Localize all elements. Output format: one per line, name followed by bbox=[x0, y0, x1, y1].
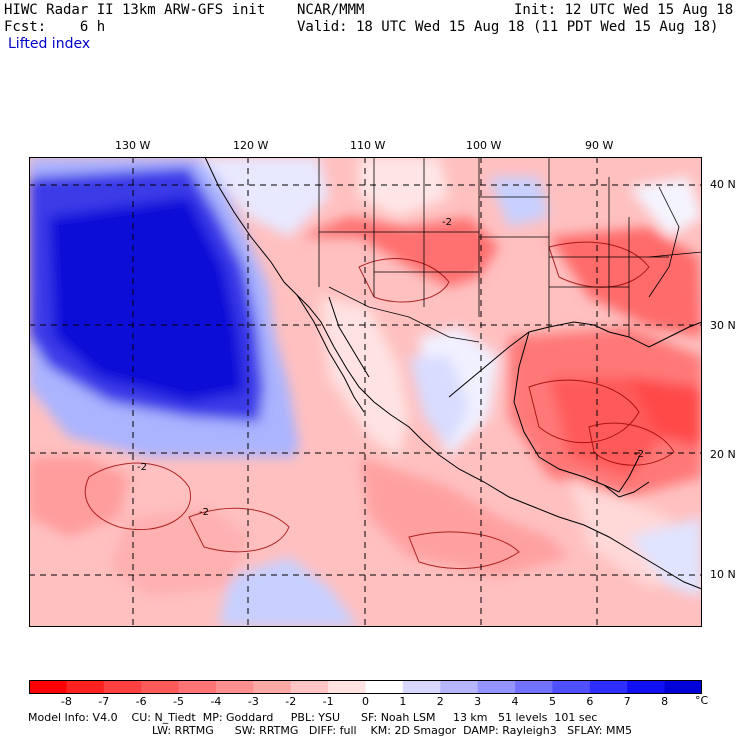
colorbar-tick-label: -4 bbox=[210, 695, 222, 708]
colorbar-cell bbox=[515, 680, 553, 694]
lat-lon-grid bbox=[29, 157, 702, 627]
colorbar-tick-label: 8 bbox=[661, 695, 669, 708]
colorbar-cell bbox=[253, 680, 292, 694]
colorbar-tick-label: -5 bbox=[173, 695, 185, 708]
colorbar-tick-label: -2 bbox=[285, 695, 297, 708]
colorbar-tick-label: 5 bbox=[548, 695, 556, 708]
lat-label-30n: 30 N bbox=[710, 319, 736, 332]
colorbar-tick-label: 7 bbox=[623, 695, 631, 708]
map-frame bbox=[29, 157, 702, 627]
colorbar-tick-label: -8 bbox=[60, 695, 72, 708]
colorbar-tick-label: -1 bbox=[322, 695, 334, 708]
coastlines bbox=[204, 157, 702, 590]
contour-label: -2 bbox=[137, 462, 147, 473]
colorbar-cell bbox=[178, 680, 217, 694]
lon-label-100w: 100 W bbox=[466, 139, 502, 152]
colorbar-frame bbox=[29, 680, 702, 694]
model-info-line-2: LW: RRTMG SW: RRTMG DIFF: full KM: 2D Sm… bbox=[152, 724, 632, 737]
colorbar-cell bbox=[215, 680, 254, 694]
colorbar-cell bbox=[589, 680, 628, 694]
colorbar-tick-label: -7 bbox=[98, 695, 110, 708]
lon-label-130w: 130 W bbox=[115, 139, 151, 152]
colorbar bbox=[29, 680, 702, 694]
contour-label: -2 bbox=[199, 507, 209, 518]
lon-label-120w: 120 W bbox=[233, 139, 269, 152]
valid-time: Valid: 18 UTC Wed 15 Aug 18 (11 PDT Wed … bbox=[297, 19, 719, 35]
colorbar-tick-label: -6 bbox=[135, 695, 147, 708]
variable-name: Lifted index bbox=[8, 36, 91, 52]
contour-lines bbox=[84, 241, 675, 569]
center-label: NCAR/MMM bbox=[297, 2, 365, 18]
lat-label-10n: 10 N bbox=[710, 568, 736, 581]
colorbar-cell bbox=[66, 680, 105, 694]
lifted-index-map: -2 -2 -2 -2 bbox=[29, 157, 702, 627]
colorbar-cell bbox=[627, 680, 666, 694]
colorbar-tick-label: 3 bbox=[474, 695, 482, 708]
colorbar-cell bbox=[402, 680, 441, 694]
field-shading bbox=[29, 157, 702, 627]
colorbar-tick-label: 4 bbox=[511, 695, 519, 708]
contour-label: -2 bbox=[442, 217, 452, 228]
forecast-hour: Fcst: 6 h bbox=[4, 19, 106, 35]
colorbar-cell bbox=[664, 680, 702, 694]
colorbar-tick-label: 6 bbox=[586, 695, 594, 708]
colorbar-tick-label: 2 bbox=[436, 695, 444, 708]
lat-label-40n: 40 N bbox=[710, 178, 736, 191]
colorbar-cell bbox=[440, 680, 479, 694]
colorbar-tick-label: 0 bbox=[362, 695, 369, 708]
colorbar-cell bbox=[29, 680, 67, 694]
model-info-line-1: Model Info: V4.0 CU: N_Tiedt MP: Goddard… bbox=[28, 711, 598, 724]
colorbar-tick-label: 1 bbox=[399, 695, 407, 708]
colorbar-cell bbox=[290, 680, 329, 694]
colorbar-unit: °C bbox=[695, 694, 709, 707]
colorbar-cell bbox=[141, 680, 180, 694]
lon-label-90w: 90 W bbox=[585, 139, 614, 152]
model-title: HIWC Radar II 13km ARW-GFS init bbox=[4, 2, 266, 18]
colorbar-cell bbox=[552, 680, 591, 694]
state-borders bbox=[318, 157, 702, 343]
colorbar-tick-label: -3 bbox=[247, 695, 259, 708]
init-time: Init: 12 UTC Wed 15 Aug 18 bbox=[514, 2, 734, 18]
colorbar-cell bbox=[477, 680, 516, 694]
colorbar-cell bbox=[328, 680, 366, 694]
lat-label-20n: 20 N bbox=[710, 448, 736, 461]
colorbar-cell bbox=[103, 680, 142, 694]
colorbar-cell bbox=[365, 680, 404, 694]
lon-label-110w: 110 W bbox=[350, 139, 386, 152]
contour-label: -2 bbox=[634, 449, 644, 460]
